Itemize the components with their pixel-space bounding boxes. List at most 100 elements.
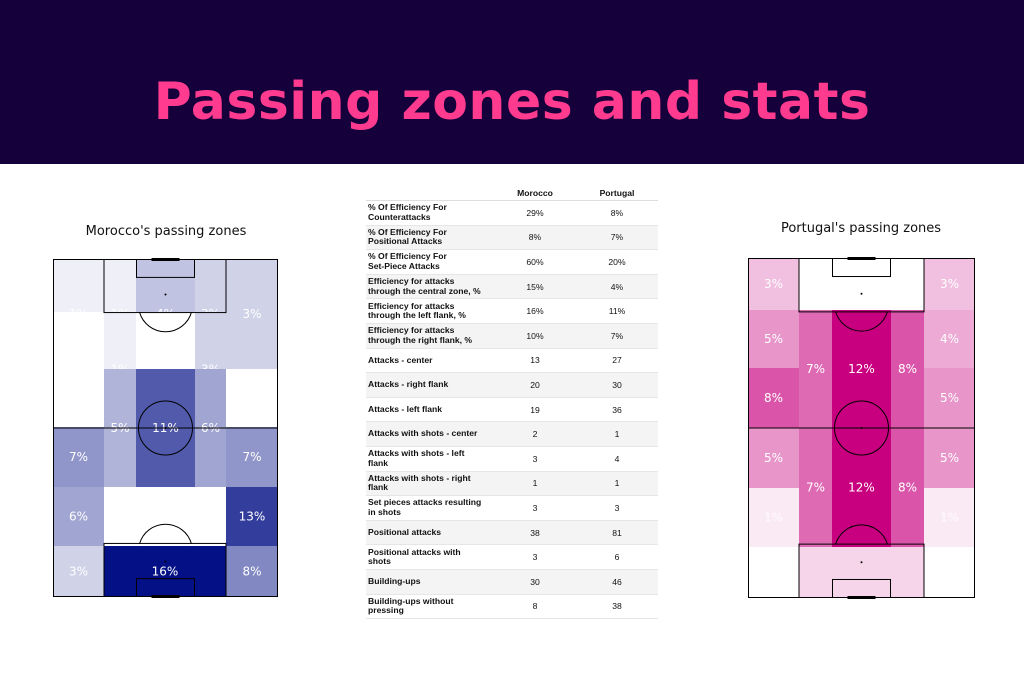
portugal-pitch-zone-16 bbox=[924, 488, 975, 547]
morocco-pitch-zone-9 bbox=[226, 259, 278, 369]
portugal-pitch-zone-label-17: 0% bbox=[764, 566, 783, 580]
portugal-pitch-zone-5 bbox=[799, 310, 832, 428]
stats-row: Set pieces attacks resulting in shots 3 3 bbox=[366, 495, 658, 521]
morocco-pitch-bottom-penalty-spot bbox=[164, 560, 167, 563]
stats-cell-portugal: 27 bbox=[576, 348, 658, 374]
portugal-pitch-zone-0 bbox=[748, 258, 799, 310]
portugal-pitch-bottom-arc bbox=[835, 524, 888, 545]
morocco-pitch: 1%0%1%1%4%3%3%3%7%5%11%6%7%6%13%3%16%8% bbox=[53, 258, 278, 598]
stats-cell-morocco: 3 bbox=[494, 446, 576, 472]
portugal-pitch-zone-18 bbox=[799, 547, 924, 598]
morocco-pitch-zone-label-14: 7% bbox=[242, 450, 261, 464]
portugal-pitch-zone-2 bbox=[924, 258, 975, 310]
stats-row: Attacks - center 13 27 bbox=[366, 348, 658, 374]
stats-cell-morocco: 19 bbox=[494, 397, 576, 423]
portugal-pitch-zone-6 bbox=[832, 310, 891, 428]
stats-row: Efficiency for attacks through the centra… bbox=[366, 274, 658, 300]
stats-cell-portugal: 38 bbox=[576, 594, 658, 620]
morocco-pitch-zone-label-17: 3% bbox=[69, 565, 88, 579]
stats-cell-portugal: 3 bbox=[576, 495, 658, 521]
morocco-pitch-top-goal bbox=[151, 258, 180, 261]
portugal-pitch-bottom-penalty-spot bbox=[860, 561, 863, 564]
stats-cell-morocco: 3 bbox=[494, 495, 576, 521]
morocco-pitch-zone-16 bbox=[226, 487, 278, 546]
stats-cell-metric: Building-ups without pressing bbox=[366, 594, 494, 620]
stats-row: Attacks with shots - right flank 1 1 bbox=[366, 471, 658, 497]
portugal-pitch-zone-label-8: 8% bbox=[764, 391, 783, 405]
morocco-pitch-bottom-arc bbox=[139, 523, 192, 545]
portugal-pitch-zone-4 bbox=[924, 310, 975, 368]
stats-cell-metric: Set pieces attacks resulting in shots bbox=[366, 495, 494, 521]
portugal-pitch-zone-1 bbox=[799, 258, 924, 310]
stats-row: Positional attacks 38 81 bbox=[366, 520, 658, 546]
stats-cell-metric: Positional attacks with shots bbox=[366, 544, 494, 570]
stats-cell-morocco: 38 bbox=[494, 520, 576, 546]
stats-cell-morocco: 10% bbox=[494, 323, 576, 349]
portugal-pitch-zone-3 bbox=[748, 310, 799, 368]
stats-cell-morocco: 13 bbox=[494, 348, 576, 374]
portugal-pitch-zone-label-0: 3% bbox=[764, 277, 783, 291]
stats-cell-portugal: 20% bbox=[576, 249, 658, 275]
stats-cell-portugal: 7% bbox=[576, 323, 658, 349]
portugal-pitch-top-penalty-spot bbox=[860, 292, 863, 295]
portugal-pitch-top-goal bbox=[847, 257, 876, 260]
stats-cell-portugal: 7% bbox=[576, 225, 658, 251]
stats-table: Morocco Portugal % Of Efficiency For Coun… bbox=[366, 186, 658, 620]
stats-cell-morocco: 8 bbox=[494, 594, 576, 620]
portugal-pitch-zone-13 bbox=[891, 428, 924, 547]
stats-row: Attacks - left flank 19 36 bbox=[366, 397, 658, 423]
stats-cell-metric: % Of Efficiency For Counterattacks bbox=[366, 200, 494, 226]
stats-cell-portugal: 6 bbox=[576, 544, 658, 570]
stats-row: Efficiency for attacks through the left f… bbox=[366, 298, 658, 324]
morocco-pitch-zone-label-15: 6% bbox=[69, 510, 88, 524]
stats-cell-portugal: 36 bbox=[576, 397, 658, 423]
morocco-pitch-center-spot bbox=[164, 427, 167, 429]
stats-cell-metric: Attacks with shots - right flank bbox=[366, 471, 494, 497]
morocco-pitch-bottom-goal bbox=[151, 595, 180, 598]
portugal-pitch-zone-7 bbox=[891, 310, 924, 428]
stats-cell-morocco: 3 bbox=[494, 544, 576, 570]
stats-cell-portugal: 81 bbox=[576, 520, 658, 546]
stats-row: Efficiency for attacks through the right … bbox=[366, 323, 658, 349]
header-banner bbox=[0, 0, 1024, 164]
portugal-pitch-zone-17 bbox=[748, 547, 799, 598]
portugal-pitch-zone-8 bbox=[748, 368, 799, 428]
portugal-pitch-zone-label-13: 8% bbox=[898, 481, 917, 495]
stats-cell-morocco: 29% bbox=[494, 200, 576, 226]
portugal-pitch-center-spot bbox=[860, 427, 863, 429]
portugal-pitch-bottom-goal bbox=[847, 596, 876, 599]
portugal-pitch-zone-label-16: 1% bbox=[940, 511, 959, 525]
stats-cell-morocco: 1 bbox=[494, 471, 576, 497]
stats-cell-morocco: 30 bbox=[494, 569, 576, 595]
stats-cell-portugal: 4 bbox=[576, 446, 658, 472]
stats-cell-morocco: 60% bbox=[494, 249, 576, 275]
stats-row: % Of Efficiency For Set-Piece Attacks 60% 2… bbox=[366, 249, 658, 275]
portugal-pitch-zone-label-14: 5% bbox=[940, 451, 959, 465]
portugal-pitch-zone-label-7: 8% bbox=[898, 362, 917, 376]
stats-row: Attacks with shots - center 2 1 bbox=[366, 421, 658, 447]
stats-cell-morocco: 8% bbox=[494, 225, 576, 251]
portugal-pitch-title: Portugal's passing zones bbox=[780, 221, 942, 236]
morocco-pitch-zone-label-19: 8% bbox=[242, 565, 261, 579]
stats-row: Positional attacks with shots 3 6 bbox=[366, 544, 658, 570]
morocco-pitch-zone-15 bbox=[53, 487, 104, 546]
stats-cell-metric: Positional attacks bbox=[366, 520, 494, 546]
stats-cell-metric: Attacks with shots - left flank bbox=[366, 446, 494, 472]
stats-cell-portugal: 8% bbox=[576, 200, 658, 226]
portugal-pitch-zone-11 bbox=[799, 428, 832, 547]
portugal-pitch-zone-label-15: 1% bbox=[764, 511, 783, 525]
portugal-pitch: 3% 3% 5% 4% 7% 12% 8% 8% 5% 5% 7% 12% 8% 5% 1% 1% 0% 0% bbox=[748, 257, 975, 599]
stats-cell-morocco: 2 bbox=[494, 421, 576, 447]
portugal-pitch-zone-10 bbox=[748, 428, 799, 488]
portugal-pitch-zone-label-3: 5% bbox=[764, 332, 783, 346]
portugal-pitch-zone-19 bbox=[924, 547, 975, 598]
stats-cell-portugal: 30 bbox=[576, 372, 658, 398]
stats-cell-metric: Attacks - left flank bbox=[366, 397, 494, 423]
portugal-pitch-zone-label-10: 5% bbox=[764, 451, 783, 465]
portugal-pitch-zone-label-9: 5% bbox=[940, 391, 959, 405]
morocco-pitch-top-penalty-spot bbox=[164, 293, 167, 296]
stats-cell-portugal: 1 bbox=[576, 421, 658, 447]
stats-header-metric bbox=[366, 186, 494, 201]
stats-cell-metric: Attacks - right flank bbox=[366, 372, 494, 398]
morocco-pitch-zone-14 bbox=[226, 427, 278, 487]
